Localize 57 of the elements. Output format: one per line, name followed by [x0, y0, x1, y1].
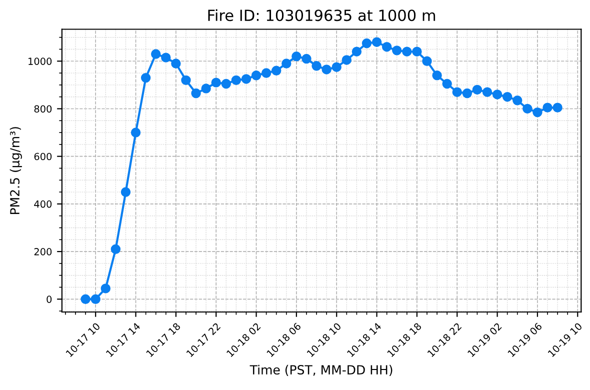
point: [271, 66, 282, 76]
point: [231, 75, 242, 86]
point: [150, 49, 161, 59]
point: [80, 294, 90, 304]
y-tick-label: 400: [34, 200, 52, 208]
point: [542, 102, 552, 112]
point: [130, 128, 141, 138]
point: [502, 92, 512, 102]
point: [251, 70, 262, 80]
chart-title: Fire ID: 103019635 at 1000 m: [208, 9, 436, 22]
point: [532, 107, 542, 118]
y-tick-label: 800: [34, 105, 52, 113]
point: [312, 61, 322, 71]
x-axis-title: Time (PST, MM-DD HH): [250, 364, 392, 376]
point: [522, 104, 532, 114]
y-tick-label: 0: [46, 296, 52, 303]
point: [261, 68, 272, 78]
point: [100, 284, 110, 294]
point: [342, 55, 352, 65]
point: [492, 90, 502, 100]
point: [191, 88, 201, 98]
point: [241, 74, 252, 84]
point: [110, 244, 121, 254]
point: [372, 37, 382, 47]
point: [432, 70, 442, 80]
y-tick-label: 200: [34, 248, 52, 256]
point: [292, 52, 302, 62]
point: [512, 96, 522, 106]
point: [302, 54, 312, 64]
y-tick-label: 600: [34, 152, 52, 160]
point: [402, 46, 412, 56]
point: [120, 187, 131, 197]
point: [412, 46, 422, 56]
point: [161, 52, 171, 62]
point: [90, 294, 100, 304]
point: [352, 46, 362, 56]
point: [332, 62, 342, 72]
point: [181, 75, 191, 86]
point: [201, 84, 211, 94]
point: [362, 38, 372, 48]
point: [552, 102, 562, 112]
point: [171, 58, 181, 68]
point: [462, 88, 472, 98]
point: [322, 64, 332, 74]
y-tick-label: 1000: [28, 58, 52, 65]
point: [452, 87, 462, 97]
point: [392, 46, 402, 56]
point: [382, 42, 392, 52]
point: [140, 72, 151, 83]
point: [472, 84, 482, 95]
point: [442, 78, 452, 89]
y-axis-title: PM2.5 (µg/m³): [10, 127, 22, 214]
point: [282, 58, 292, 68]
point: [422, 56, 432, 66]
point: [211, 78, 221, 88]
point: [482, 87, 492, 97]
point: [221, 78, 232, 89]
